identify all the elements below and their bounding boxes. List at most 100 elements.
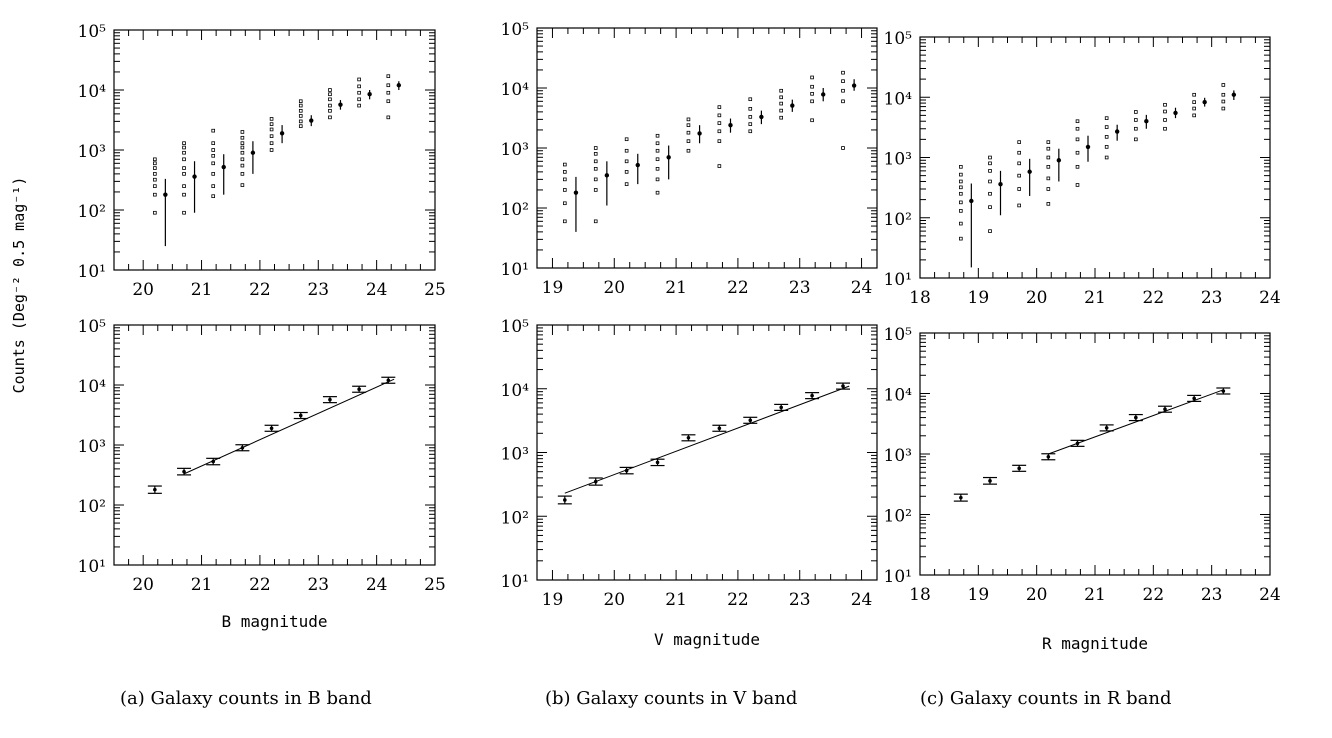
y-tick-label: 10³ — [884, 446, 912, 466]
field-count-point — [717, 139, 722, 143]
field-count-point — [357, 84, 361, 89]
field-count-point — [841, 99, 845, 104]
field-count-point — [748, 107, 753, 111]
mean-count-point — [969, 198, 974, 204]
y-tick-label: 10¹ — [501, 572, 529, 592]
field-count-point — [1104, 145, 1109, 149]
y-tick-label: 10⁵ — [78, 317, 107, 337]
field-count-point — [593, 146, 598, 150]
field-count-point — [810, 75, 814, 80]
count-point — [298, 413, 303, 418]
y-tick-label: 10³ — [501, 140, 529, 160]
x-tick-label: 21 — [1084, 585, 1106, 605]
count-point — [1221, 389, 1226, 393]
field-count-point — [298, 109, 303, 113]
panel-caption: (a) Galaxy counts in B band — [120, 688, 372, 709]
field-count-point — [655, 177, 660, 182]
field-count-point — [717, 129, 722, 134]
field-count-point — [593, 177, 598, 182]
x-tick-label: 23 — [1201, 288, 1223, 308]
field-count-point — [1017, 173, 1021, 178]
x-tick-label: 25 — [424, 280, 446, 300]
y-tick-label: 10⁴ — [78, 377, 107, 397]
field-count-point — [182, 192, 186, 197]
x-tick-label: 25 — [424, 575, 446, 595]
field-count-point — [1075, 119, 1080, 124]
field-count-point — [1046, 202, 1051, 206]
y-tick-label: 10³ — [501, 445, 529, 465]
field-count-point — [988, 191, 992, 196]
field-count-point — [810, 99, 814, 104]
field-count-point — [563, 188, 567, 192]
field-count-point — [298, 124, 303, 128]
field-count-point — [959, 200, 963, 205]
field-count-point — [563, 162, 567, 167]
x-tick-label: 19 — [542, 278, 564, 298]
count-point — [686, 436, 691, 440]
field-count-point — [1017, 161, 1021, 166]
field-count-point — [1192, 92, 1196, 97]
x-tick-label: 20 — [132, 280, 154, 300]
mean-count-point — [338, 102, 343, 107]
mean-count-point — [163, 192, 168, 197]
count-point — [593, 479, 598, 484]
field-count-point — [1017, 203, 1021, 208]
count-point — [959, 495, 963, 500]
count-point — [717, 426, 722, 431]
field-count-point — [240, 163, 245, 168]
y-tick-label: 10² — [884, 507, 912, 527]
x-tick-label: 22 — [1143, 288, 1165, 308]
field-count-point — [1134, 118, 1138, 122]
field-count-point — [240, 157, 245, 162]
field-count-point — [182, 184, 186, 188]
y-tick-label: 10⁴ — [884, 89, 913, 109]
mean-count-point — [221, 164, 226, 170]
mean-count-point — [1173, 110, 1178, 116]
field-count-point — [959, 209, 963, 213]
field-count-point — [1104, 135, 1109, 139]
field-count-point — [357, 97, 361, 102]
field-count-point — [269, 122, 274, 126]
field-count-point — [988, 229, 992, 233]
mean-count-point — [192, 174, 197, 179]
y-tick-label: 10¹ — [884, 567, 912, 587]
y-tick-label: 10⁴ — [884, 386, 913, 406]
field-count-point — [655, 157, 660, 162]
field-count-point — [269, 148, 274, 152]
field-count-point — [655, 167, 660, 171]
x-tick-label: 23 — [307, 280, 329, 300]
field-count-point — [1075, 150, 1080, 155]
y-tick-label: 10³ — [78, 142, 106, 162]
field-count-point — [959, 165, 963, 169]
y-tick-label: 10¹ — [78, 262, 106, 282]
field-count-point — [624, 182, 629, 186]
field-count-point — [1134, 137, 1138, 142]
panel-v-bottom-plot: 19 20 21 22 23 24 10¹ 10² 10³ 10⁴ 10⁵ — [501, 317, 878, 610]
mean-count-point — [790, 103, 795, 108]
mean-count-point — [821, 92, 826, 97]
panel-b-bottom-plot: 20 21 22 23 24 25 10¹ 10² 10³ 10⁴ 10⁵ — [78, 317, 446, 595]
field-count-point — [1163, 102, 1167, 107]
field-count-point — [779, 115, 783, 120]
field-count-point — [959, 191, 963, 196]
mean-count-point — [851, 83, 857, 88]
field-count-point — [1075, 183, 1080, 187]
x-tick-label: 22 — [727, 590, 749, 610]
field-count-point — [748, 122, 753, 126]
field-count-point — [686, 117, 691, 122]
x-tick-label: 24 — [851, 278, 873, 298]
plot-frame — [113, 29, 436, 271]
count-point — [655, 460, 660, 465]
x-tick-label: 18 — [909, 585, 931, 605]
panel-r-top-plot: 18 19 20 21 22 23 24 10¹ 10² 10³ 10⁴ 10⁵ — [884, 29, 1281, 308]
captions-group: (a) Galaxy counts in B band (b) Galaxy co… — [120, 688, 1172, 709]
panel-b: 20 21 22 23 24 25 10¹ 10² 10³ 10⁴ 10⁵ 20 21 22 23 24 25 1… — [78, 22, 446, 631]
field-count-point — [959, 236, 963, 241]
field-count-point — [563, 177, 567, 182]
x-tick-label: 21 — [1084, 288, 1106, 308]
x-tick-label: 23 — [789, 590, 811, 610]
field-count-point — [624, 137, 629, 142]
mean-count-point — [1231, 92, 1237, 97]
count-point — [841, 384, 845, 388]
